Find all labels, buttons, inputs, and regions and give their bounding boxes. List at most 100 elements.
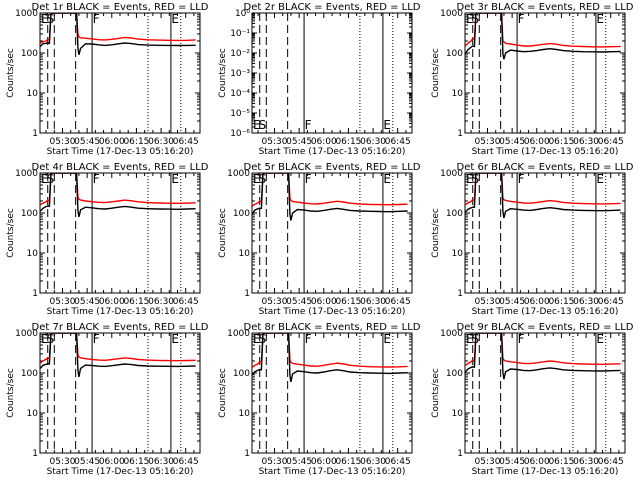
det8-title: Det 8r BLACK = Events, RED = LLD <box>244 322 421 333</box>
det1-events-series-line <box>40 13 196 55</box>
det3-xtick-label: 06:45 <box>598 137 624 147</box>
det6-ytick-label: 1000 <box>440 169 463 179</box>
det6-events-series-line <box>465 173 621 219</box>
det7-events-series-line <box>40 333 196 378</box>
det8-marker-letter-f: F <box>305 332 312 346</box>
det5-marker-letter-f: F <box>305 172 312 186</box>
det4-xtick-label: 06:45 <box>173 297 199 307</box>
det3-xtick-label: 06:30 <box>573 137 599 147</box>
det5-ytick-label: 100 <box>233 209 250 219</box>
det9-xtick-label: 05:30 <box>475 457 501 467</box>
det9-xlabel: Start Time (17-Dec-13 05:16:20) <box>472 467 619 477</box>
det4-xtick-label: 06:30 <box>148 297 174 307</box>
det2-ytick-label: 10⁻¹ <box>230 29 250 39</box>
det7-marker-letter-e-end: E <box>171 332 179 346</box>
det8-axes-box <box>251 332 413 454</box>
det8-xtick-label: 05:30 <box>262 457 288 467</box>
det2-ylabel: Counts/sec <box>218 48 228 98</box>
det6-ylabel: Counts/sec <box>431 208 441 258</box>
det7-marker-letter-f: F <box>93 332 100 346</box>
det1-xtick-label: 06:15 <box>123 137 149 147</box>
det8-xtick-label: 06:15 <box>335 457 361 467</box>
det1-xlabel: Start Time (17-Dec-13 05:16:20) <box>47 147 194 157</box>
det3-xtick-label: 05:45 <box>499 137 525 147</box>
det4-xtick-label: 05:30 <box>50 297 76 307</box>
det2-ytick-label: 10⁻⁶ <box>230 129 250 139</box>
det2-marker-letter-f: F <box>305 118 312 132</box>
det2-ytick-label: 10⁰ <box>235 9 250 19</box>
det7-ytick-label: 1 <box>32 449 38 459</box>
det3-marker-letter-e-start: E <box>466 12 474 26</box>
det3-marker-letter-f: F <box>518 12 525 26</box>
det1-ytick-label: 1000 <box>15 9 38 19</box>
det9-ytick-label: 1000 <box>440 329 463 339</box>
det2-ytick-label: 10⁻² <box>230 49 250 59</box>
det7-xtick-label: 06:15 <box>123 457 149 467</box>
det4-xlabel: Start Time (17-Dec-13 05:16:20) <box>47 307 194 317</box>
det8-events-series-line <box>252 333 408 383</box>
det2-xtick-label: 06:00 <box>311 137 337 147</box>
det4-ylabel: Counts/sec <box>6 208 16 258</box>
det7-xtick-label: 06:45 <box>173 457 199 467</box>
det7-ytick-label: 100 <box>21 369 38 379</box>
det6-marker-letter-e-end: E <box>596 172 604 186</box>
det9-xtick-label: 06:00 <box>524 457 550 467</box>
det1-xtick-label: 06:00 <box>99 137 125 147</box>
det9-ylabel: Counts/sec <box>431 368 441 418</box>
det7-title: Det 7r BLACK = Events, RED = LLD <box>32 322 209 333</box>
det5-ytick-label: 10 <box>239 249 251 259</box>
det8-ylabel: Counts/sec <box>218 368 228 418</box>
det5-xlabel: Start Time (17-Dec-13 05:16:20) <box>259 307 406 317</box>
det5-ytick-label: 1000 <box>227 169 250 179</box>
det9-axes-box <box>464 332 626 454</box>
det4-ytick-label: 10 <box>27 249 39 259</box>
det4-marker-letter-f: F <box>93 172 100 186</box>
det6-ytick-label: 10 <box>452 249 464 259</box>
det7-ylabel: Counts/sec <box>6 368 16 418</box>
det6-xtick-label: 06:00 <box>524 297 550 307</box>
det8-xlabel: Start Time (17-Dec-13 05:16:20) <box>259 467 406 477</box>
det4-ytick-label: 100 <box>21 209 38 219</box>
det1-axes-box <box>39 12 201 134</box>
det3-ytick-label: 1000 <box>440 9 463 19</box>
det4-ytick-label: 1 <box>32 289 38 299</box>
det1-title: Det 1r BLACK = Events, RED = LLD <box>32 2 209 13</box>
det9-xtick-label: 06:45 <box>598 457 624 467</box>
det3-marker-letter-e-end: E <box>596 12 604 26</box>
det7-axes-box <box>39 332 201 454</box>
det6-xtick-label: 05:45 <box>499 297 525 307</box>
det8-marker-letter-e-start: E <box>253 332 261 346</box>
det5-xtick-label: 06:15 <box>335 297 361 307</box>
det9-marker-letter-e-end: E <box>596 332 604 346</box>
det1-marker-letter-e-end: E <box>171 12 179 26</box>
det6-xtick-label: 06:15 <box>548 297 574 307</box>
det1-marker-letter-f: F <box>93 12 100 26</box>
det2-xtick-label: 05:30 <box>262 137 288 147</box>
det1-ylabel: Counts/sec <box>6 48 16 98</box>
det2-title: Det 2r BLACK = Events, RED = LLD <box>244 2 421 13</box>
det5-xtick-label: 06:45 <box>385 297 411 307</box>
det8-xtick-label: 05:45 <box>286 457 312 467</box>
det9-xtick-label: 06:15 <box>548 457 574 467</box>
det2-marker-letter-s: S <box>259 118 267 132</box>
det5-xtick-label: 05:45 <box>286 297 312 307</box>
det6-xtick-label: 05:30 <box>475 297 501 307</box>
det7-ytick-label: 1000 <box>15 329 38 339</box>
det6-title: Det 6r BLACK = Events, RED = LLD <box>457 162 634 173</box>
det2-ytick-label: 10⁻⁵ <box>230 109 250 119</box>
det8-ytick-label: 10 <box>239 409 251 419</box>
det8-xtick-label: 06:45 <box>385 457 411 467</box>
det7-ytick-label: 10 <box>27 409 39 419</box>
det6-xlabel: Start Time (17-Dec-13 05:16:20) <box>472 307 619 317</box>
det1-xtick-label: 05:30 <box>50 137 76 147</box>
det9-events-series-line <box>465 333 621 380</box>
det1-marker-letter-e-start: E <box>41 12 49 26</box>
det9-title: Det 9r BLACK = Events, RED = LLD <box>457 322 634 333</box>
det9-ytick-label: 100 <box>446 369 463 379</box>
det9-ytick-label: 1 <box>457 449 463 459</box>
det2-xtick-label: 06:15 <box>335 137 361 147</box>
det2-axes-box <box>251 12 413 134</box>
det5-xtick-label: 06:30 <box>360 297 386 307</box>
det1-ytick-label: 100 <box>21 49 38 59</box>
